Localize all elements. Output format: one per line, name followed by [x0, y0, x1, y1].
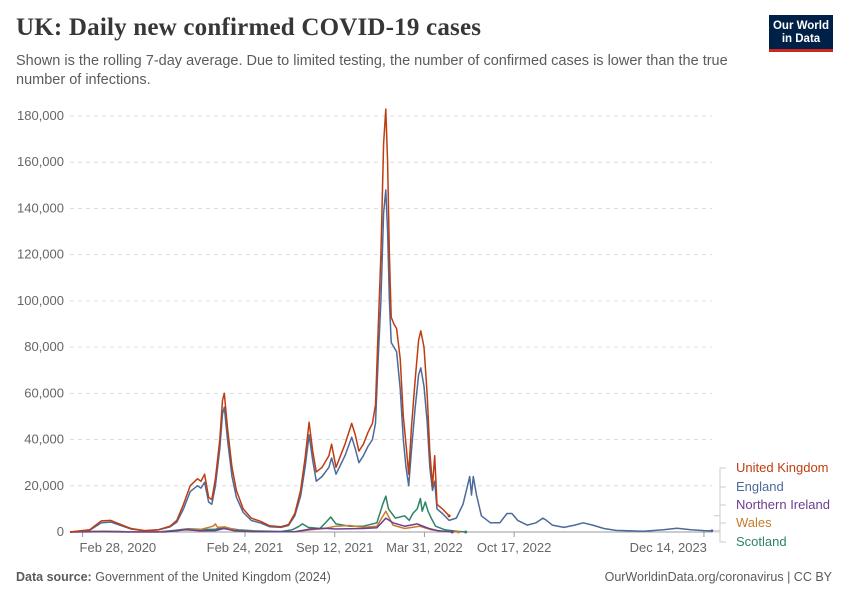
legend-label-scotland: Scotland — [736, 534, 787, 549]
series-end-point-scotland — [464, 530, 468, 534]
series-end-point-united-kingdom — [447, 514, 451, 518]
chart-title: UK: Daily new confirmed COVID-19 cases — [16, 14, 482, 41]
y-tick-label: 0 — [57, 524, 64, 539]
x-tick-label: Feb 28, 2020 — [80, 540, 157, 555]
y-tick-label: 180,000 — [17, 108, 64, 123]
data-source-text[interactable]: Government of the United Kingdom (2024) — [95, 570, 331, 584]
legend-connector-scotland — [714, 531, 726, 543]
series-end-point-northern-ireland — [450, 530, 454, 534]
owid-logo[interactable]: Our World in Data — [769, 15, 833, 52]
axis-layer: 0 20,000 40,000 60,000 80,000 100,000 120,000 1… — [17, 108, 712, 555]
x-tick-label: Oct 17, 2022 — [477, 540, 551, 555]
logo-line-2: in Data — [781, 33, 821, 45]
y-tick-label: 120,000 — [17, 247, 64, 262]
x-tick-label: Dec 14, 2023 — [630, 540, 707, 555]
series-layer — [69, 108, 714, 534]
legend-layer: United Kingdom England Northern Ireland Wal… — [714, 460, 830, 549]
y-tick-label: 20,000 — [24, 478, 64, 493]
legend-label-england: England — [736, 479, 784, 494]
x-tick-label: Sep 12, 2021 — [296, 540, 373, 555]
legend-label-wales: Wales — [736, 515, 772, 530]
data-source-note: Data source: Government of the United Ki… — [16, 570, 331, 584]
legend-label-united-kingdom: United Kingdom — [736, 460, 829, 475]
series-line-england — [69, 189, 713, 533]
series-line-northern-ireland — [69, 517, 453, 533]
series-line-united-kingdom — [69, 108, 450, 533]
series-line-wales — [69, 510, 459, 533]
legend-label-northern-ireland: Northern Ireland — [736, 497, 830, 512]
y-tick-label: 40,000 — [24, 432, 64, 447]
series-end-point-wales — [457, 530, 461, 534]
x-tick-label: Feb 24, 2021 — [207, 540, 284, 555]
y-tick-label: 140,000 — [17, 200, 64, 215]
y-tick-label: 100,000 — [17, 293, 64, 308]
footer-link[interactable]: OurWorldinData.org/coronavirus | CC BY — [604, 570, 832, 584]
x-tick-label: Mar 31, 2022 — [386, 540, 463, 555]
series-line-scotland — [69, 495, 466, 533]
data-source-label: Data source: — [16, 570, 92, 584]
series-end-point-england — [710, 529, 714, 533]
y-tick-label: 160,000 — [17, 154, 64, 169]
logo-line-1: Our World — [772, 20, 829, 32]
chart-subtitle: Shown is the rolling 7-day average. Due … — [16, 53, 728, 88]
y-tick-label: 80,000 — [24, 339, 64, 354]
y-tick-label: 60,000 — [24, 385, 64, 400]
